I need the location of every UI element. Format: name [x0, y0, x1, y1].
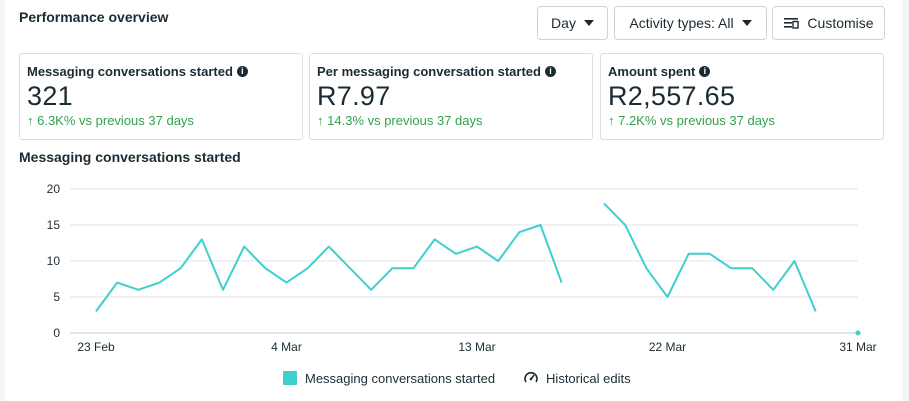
y-tick-label: 10 — [47, 254, 61, 268]
legend-historical-label[interactable]: Historical edits — [546, 370, 631, 386]
x-tick-label: 31 Mar — [839, 340, 876, 354]
caret-down-icon — [583, 20, 594, 26]
series-line — [95, 224, 563, 312]
day-dropdown[interactable]: Day — [537, 6, 608, 40]
line-chart[interactable]: 0 5 10 15 20 23 Feb 4 Mar 13 Mar 22 Mar 31 Mar — [0, 170, 909, 362]
activity-types-dropdown[interactable]: Activity types: All — [614, 6, 767, 40]
series-swatch — [283, 371, 297, 385]
y-tick-label: 0 — [53, 326, 60, 340]
gauge-icon — [524, 371, 538, 383]
customise-label: Customise — [807, 15, 874, 31]
page-title: Performance overview — [19, 9, 169, 25]
legend-series-label[interactable]: Messaging conversations started — [305, 370, 496, 386]
metric-card-conversations[interactable]: Messaging conversations started i 321 ↑ … — [19, 53, 303, 140]
columns-icon — [784, 18, 800, 29]
x-tick-label: 22 Mar — [649, 340, 686, 354]
activity-types-label: Activity types: All — [629, 15, 734, 31]
metric-value: R2,557.65 — [608, 81, 736, 111]
metric-card-amount-spent[interactable]: Amount spent i R2,557.65 ↑ 7.2K% vs prev… — [600, 53, 884, 140]
x-tick-label: 4 Mar — [271, 340, 302, 354]
info-icon[interactable]: i — [236, 66, 248, 77]
metric-value: 321 — [27, 81, 73, 111]
info-icon[interactable]: i — [699, 66, 711, 77]
metric-label-row: Amount spent i — [608, 64, 876, 79]
chart-title: Messaging conversations started — [19, 149, 241, 165]
info-icon[interactable]: i — [544, 66, 556, 77]
x-tick-label: 13 Mar — [458, 340, 495, 354]
chart-legend: Messaging conversations started Historic… — [283, 370, 631, 386]
day-label: Day — [551, 15, 576, 31]
y-tick-label: 5 — [53, 290, 60, 304]
series-line — [603, 202, 817, 312]
metric-change: ↑ 14.3% vs previous 37 days — [317, 113, 483, 128]
metric-value: R7.97 — [317, 81, 391, 111]
metric-label-row: Messaging conversations started i — [27, 64, 295, 79]
caret-down-icon — [741, 20, 752, 26]
metric-change: ↑ 6.3K% vs previous 37 days — [27, 113, 194, 128]
customise-button[interactable]: Customise — [772, 6, 885, 40]
metric-card-cost-per-conversation[interactable]: Per messaging conversation started i R7.… — [309, 53, 593, 140]
x-tick-label: 23 Feb — [77, 340, 115, 354]
metric-label: Messaging conversations started — [27, 64, 233, 79]
metric-change: ↑ 7.2K% vs previous 37 days — [608, 113, 775, 128]
y-tick-label: 20 — [47, 182, 61, 196]
metric-label: Amount spent — [608, 64, 696, 79]
series-point — [855, 330, 861, 336]
y-tick-label: 15 — [47, 218, 61, 232]
metric-label: Per messaging conversation started — [317, 64, 541, 79]
metric-label-row: Per messaging conversation started i — [317, 64, 585, 79]
